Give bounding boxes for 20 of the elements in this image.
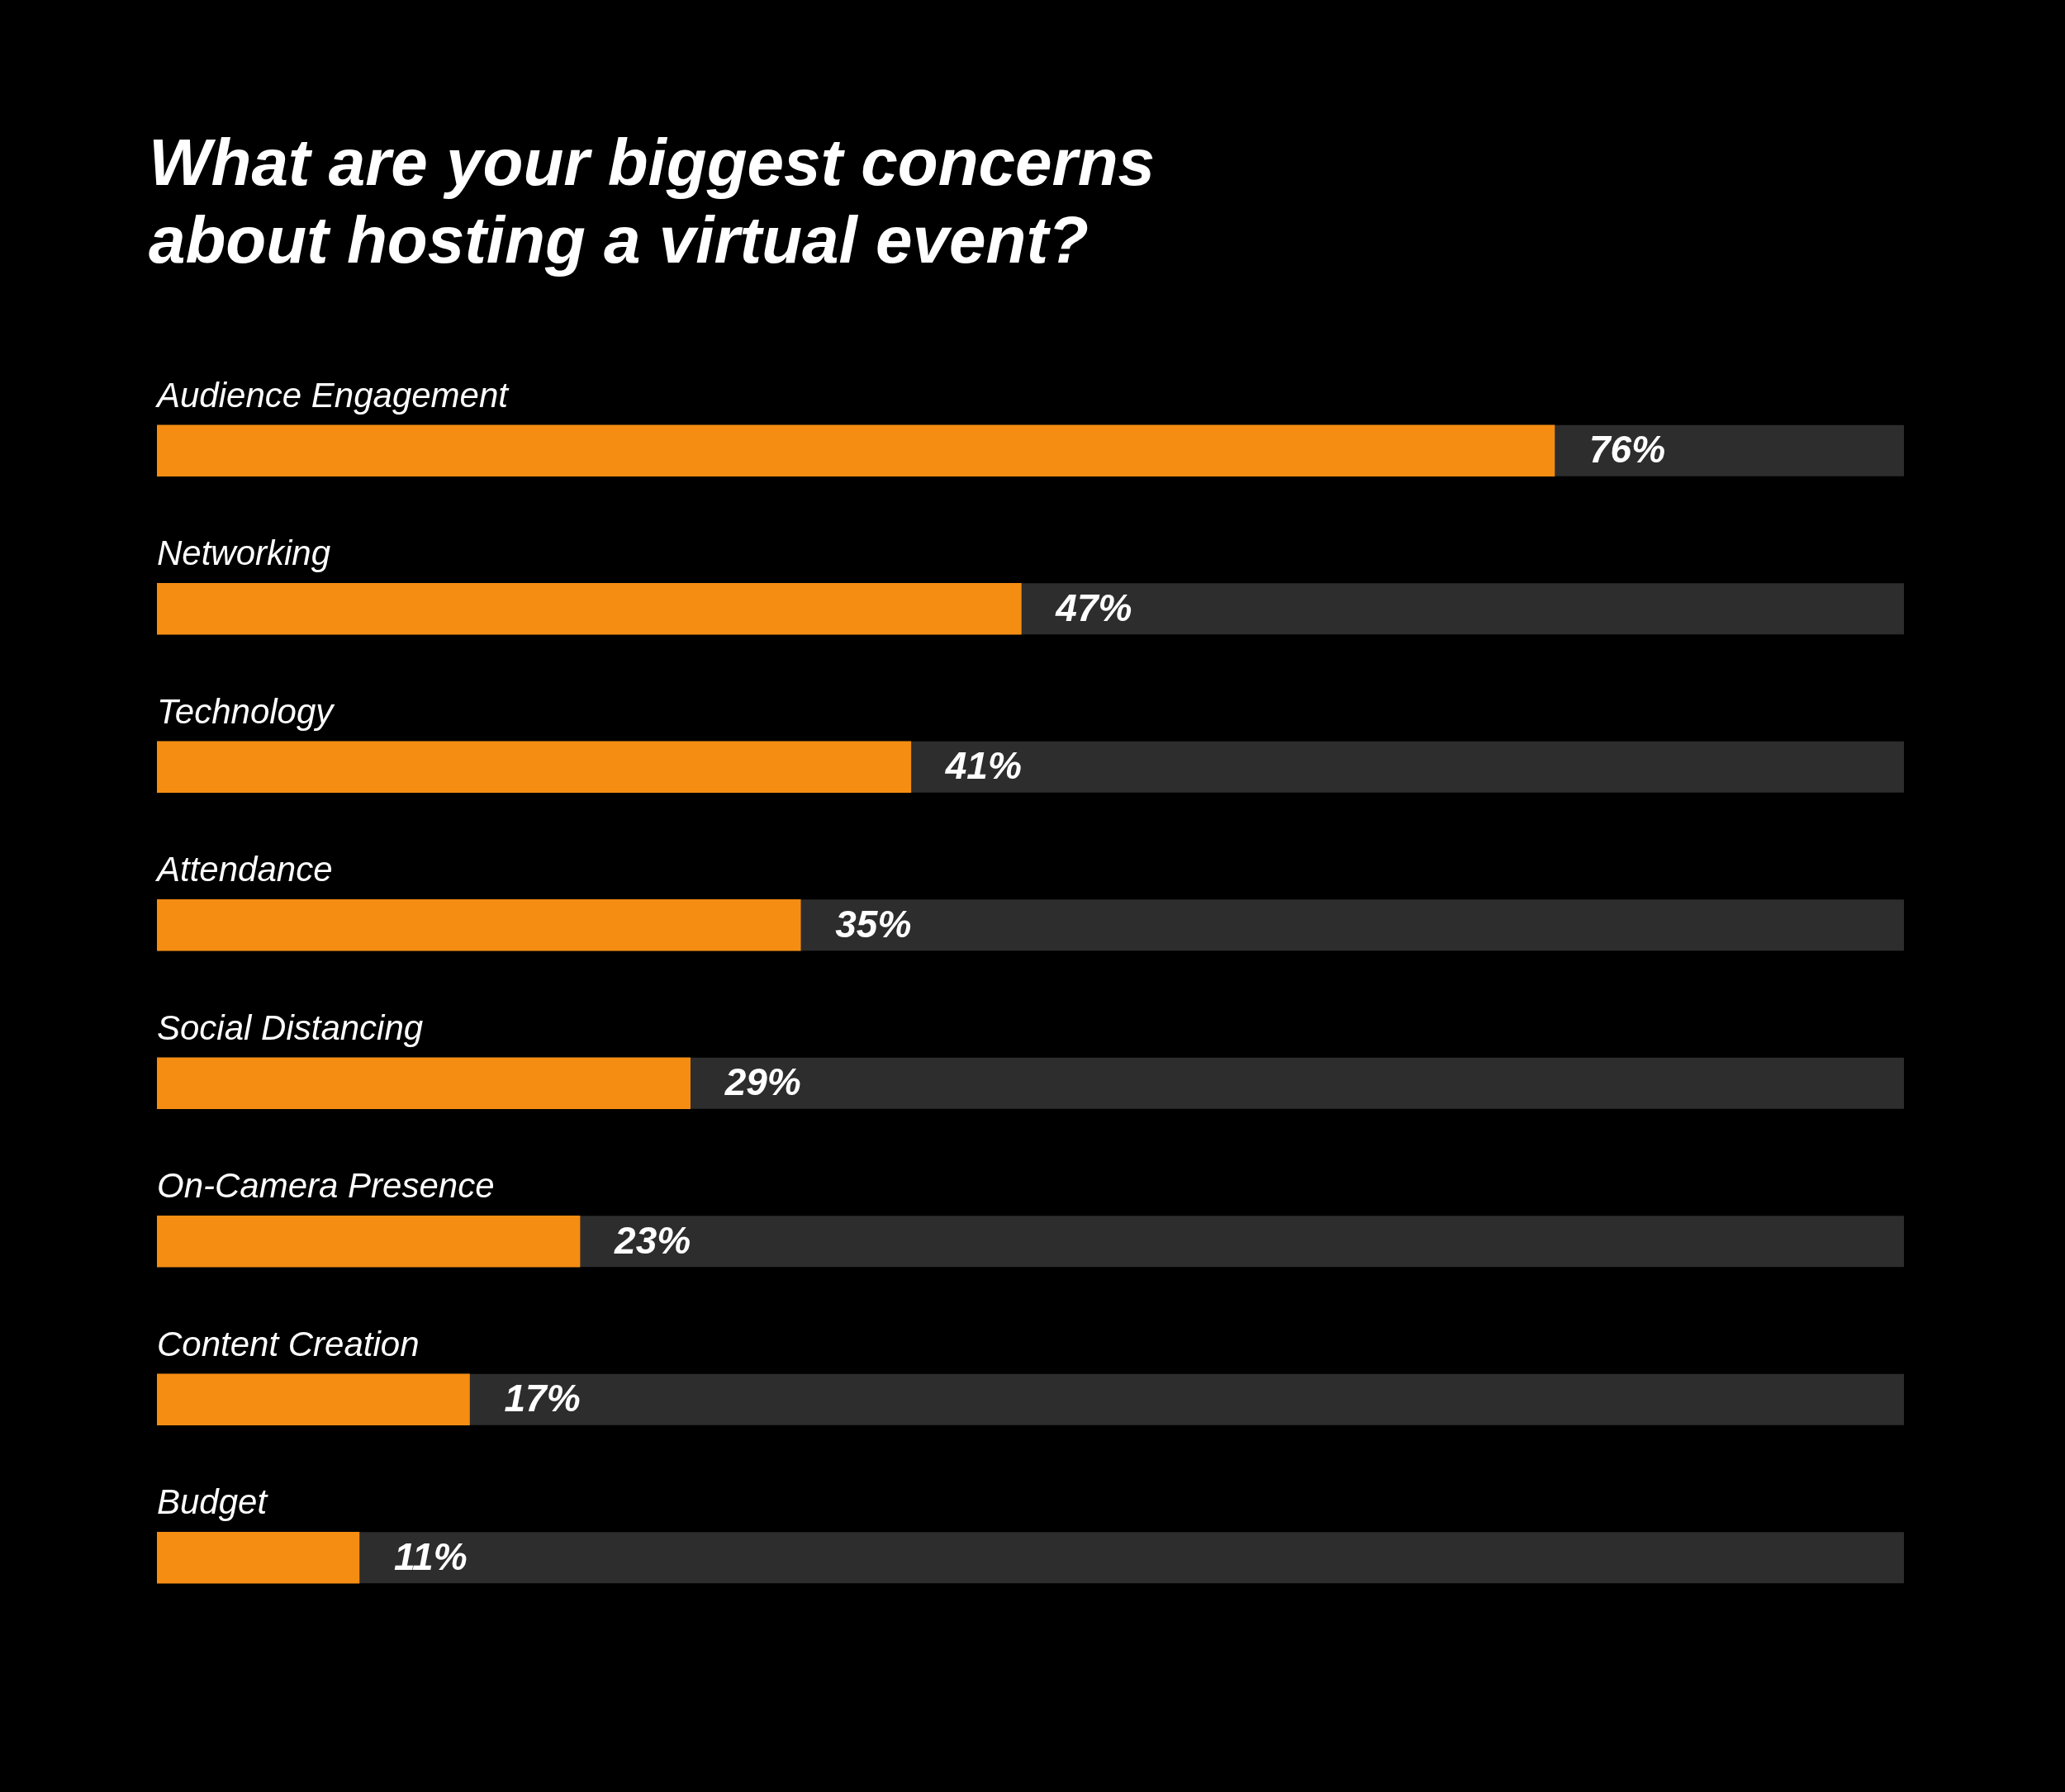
y-tick-label: Attendance [154,850,333,889]
chart-title: What are your biggest concerns about hosting a virtual event? [149,125,1156,278]
data-label: 76% [1589,428,1666,472]
data-label: 17% [504,1377,581,1420]
y-tick-label: Audience Engagement [154,375,510,415]
y-tick-label: Technology [157,691,336,731]
data-label: 29% [724,1060,801,1104]
bar [157,1531,360,1584]
y-tick-label: On-Camera Presence [157,1166,495,1206]
y-tick-label: Content Creation [157,1324,420,1363]
data-label: 23% [614,1218,691,1262]
data-label: 47% [1055,585,1132,629]
y-tick-label: Budget [157,1482,269,1522]
bar [157,1215,581,1268]
data-label: 41% [944,744,1022,788]
data-label: 35% [835,902,912,946]
bar [157,1373,470,1426]
y-tick-label: Networking [157,533,331,573]
y-tick-label: Social Distancing [157,1007,424,1047]
data-label: 11% [393,1534,468,1578]
